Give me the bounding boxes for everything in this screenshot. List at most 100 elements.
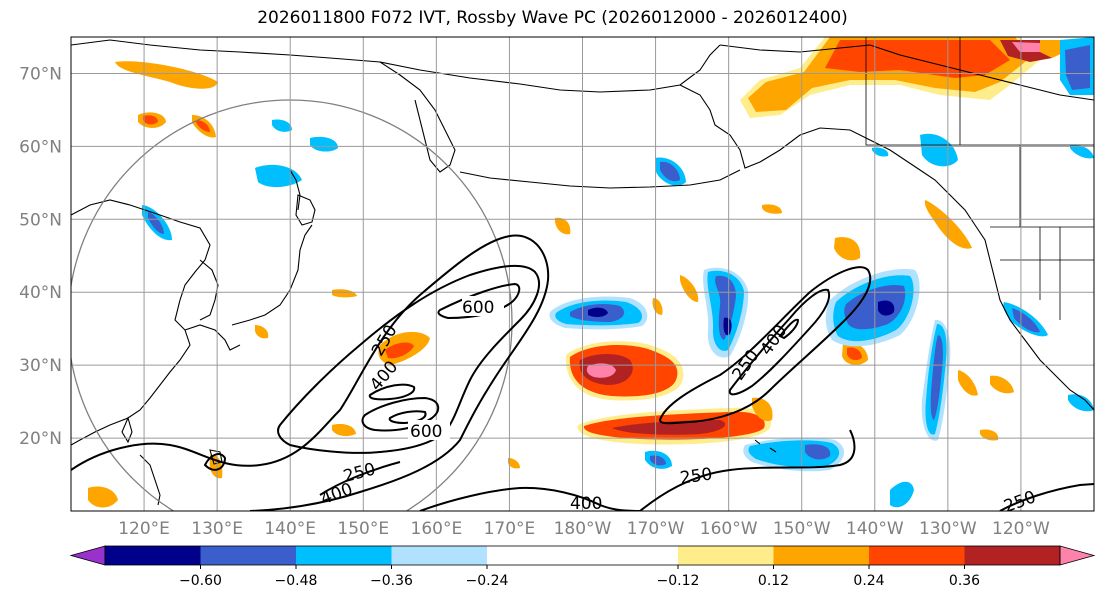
lon-tick-label: 150°W xyxy=(773,519,831,539)
contour-label: 400 xyxy=(570,494,602,514)
lat-tick-label: 70°N xyxy=(19,64,62,84)
coastline-hawaii xyxy=(754,439,777,453)
colorbar-segment xyxy=(105,546,201,565)
lon-tick-label: 130°E xyxy=(191,519,243,539)
lon-tick-label: 180°W xyxy=(554,519,612,539)
colorbar-segment xyxy=(391,546,487,565)
contour-label: 600 xyxy=(462,298,494,318)
contour-label: 250 xyxy=(679,464,714,488)
positive-anomaly-blob xyxy=(143,115,158,125)
positive-anomaly-blob xyxy=(752,397,773,422)
negative-anomaly-blob xyxy=(805,444,831,460)
ivt-contours xyxy=(71,234,1094,511)
ivt-contour-400 xyxy=(728,288,830,396)
coastline-asia xyxy=(71,39,721,93)
border-us-canada xyxy=(865,37,1094,146)
positive-anomaly-blob xyxy=(652,298,663,315)
lon-tick-label: 140°E xyxy=(264,519,316,539)
colorbar-tick-label: −0.24 xyxy=(466,573,509,589)
ivt-contour-250 xyxy=(71,234,550,511)
positive-anomaly-blob xyxy=(508,458,520,469)
colorbar-segment xyxy=(773,546,869,565)
lon-tick-label: 120°E xyxy=(118,519,170,539)
latitude-labels: 70°N 60°N 50°N 40°N 30°N 20°N xyxy=(19,64,62,449)
colorbar-outline xyxy=(104,545,1061,566)
colorbar-tick-label: 0.12 xyxy=(758,573,789,589)
negative-anomaly-blob xyxy=(920,133,958,167)
ivt-contour-600 xyxy=(388,410,427,425)
ivt-contour-250 xyxy=(639,429,856,511)
coastline-philippines xyxy=(139,454,161,506)
negative-anomaly-blob xyxy=(148,212,164,234)
positive-anomaly-blob xyxy=(88,486,118,508)
negative-anomaly-blob xyxy=(1012,308,1040,333)
positive-anomaly-blob xyxy=(612,420,726,435)
negative-anomaly-blob xyxy=(930,335,943,420)
negative-anomaly-blob xyxy=(1065,45,1090,90)
negative-anomaly-blob xyxy=(272,119,292,132)
colorbar-segment xyxy=(964,546,1060,565)
ivt-contour-250 xyxy=(658,266,872,425)
ivt-contour-400 xyxy=(419,486,641,511)
ivt-contour-250 xyxy=(999,483,1094,511)
colorbar-extend-high xyxy=(1059,545,1096,566)
lon-tick-label: 170°W xyxy=(627,519,685,539)
political-borders xyxy=(865,37,1094,320)
negative-anomaly-blob xyxy=(660,161,680,182)
colorbar-segment xyxy=(678,546,774,565)
coastline-aleutians xyxy=(459,169,741,189)
positive-anomaly-blob xyxy=(254,325,269,339)
positive-anomaly-blob xyxy=(1012,42,1042,52)
longitude-labels: 120°E 130°E 140°E 150°E 160°E 170°E 180°W 170°W… xyxy=(118,519,1050,539)
colorbar-tick-label: 0.24 xyxy=(853,573,884,589)
colorbar-tick-label: −0.60 xyxy=(179,573,222,589)
coastline-sakhalin xyxy=(289,169,301,211)
border-us-states xyxy=(1000,227,1094,320)
ivt-contour-600 xyxy=(437,282,521,320)
colorbar-tick-label: −0.36 xyxy=(370,573,413,589)
positive-anomaly-blob xyxy=(385,342,414,359)
negative-anomaly-blob xyxy=(723,317,732,336)
contour-label: 600 xyxy=(410,422,442,442)
colorbar-extend-low xyxy=(69,545,106,566)
ivt-contour-600 xyxy=(778,318,800,340)
ivt-contour-400 xyxy=(368,383,416,401)
positive-anomaly-blob xyxy=(680,275,699,302)
contour-labels: 600 600 250 400 250 400 400 250 250 400 … xyxy=(318,296,1039,514)
lon-tick-label: 130°W xyxy=(919,519,977,539)
negative-anomaly-blob xyxy=(650,455,666,466)
positive-anomaly-blob xyxy=(1040,40,1065,58)
positive-anomaly-blob xyxy=(115,61,218,89)
coastline-alaska xyxy=(719,44,1094,101)
lon-tick-label: 170°E xyxy=(484,519,536,539)
ivt-contour-600 xyxy=(361,396,440,432)
colorbar-tick-label: −0.48 xyxy=(275,573,318,589)
positive-anomaly-blob xyxy=(332,289,357,298)
positive-anomaly-blob xyxy=(924,200,972,249)
positive-anomaly-blob xyxy=(990,375,1014,394)
colorbar-segment xyxy=(487,546,678,565)
negative-anomaly-blob xyxy=(310,136,338,152)
ivt-contour-250 xyxy=(203,453,227,471)
colorbar: −0.60 −0.48 −0.36 −0.24 −0.12 0.12 0.24 0.36 xyxy=(69,545,1096,589)
lon-tick-label: 150°E xyxy=(337,519,389,539)
lat-tick-label: 60°N xyxy=(19,137,62,157)
map-plot-area: 600 600 250 400 250 400 400 250 250 400 … xyxy=(70,36,1095,514)
positive-anomaly-blob xyxy=(834,237,861,261)
negative-anomaly-blob xyxy=(872,147,889,157)
lat-tick-label: 50°N xyxy=(19,210,62,230)
colorbar-tick-label: 0.36 xyxy=(949,573,980,589)
lat-tick-label: 40°N xyxy=(19,283,62,303)
coastline-alaska xyxy=(679,84,1094,411)
negative-anomaly-blob xyxy=(588,307,608,318)
border-canada-provinces xyxy=(959,37,1021,227)
ivt-contour-400 xyxy=(319,461,401,496)
lon-tick-label: 120°W xyxy=(992,519,1050,539)
anomaly-shading xyxy=(88,37,1094,508)
coastline-japan xyxy=(295,194,316,226)
positive-anomaly-blob xyxy=(554,217,571,235)
coastlines xyxy=(71,39,1094,506)
coastline-kamchatka xyxy=(379,61,456,173)
lat-tick-label: 30°N xyxy=(19,356,62,376)
lon-tick-label: 160°W xyxy=(700,519,758,539)
